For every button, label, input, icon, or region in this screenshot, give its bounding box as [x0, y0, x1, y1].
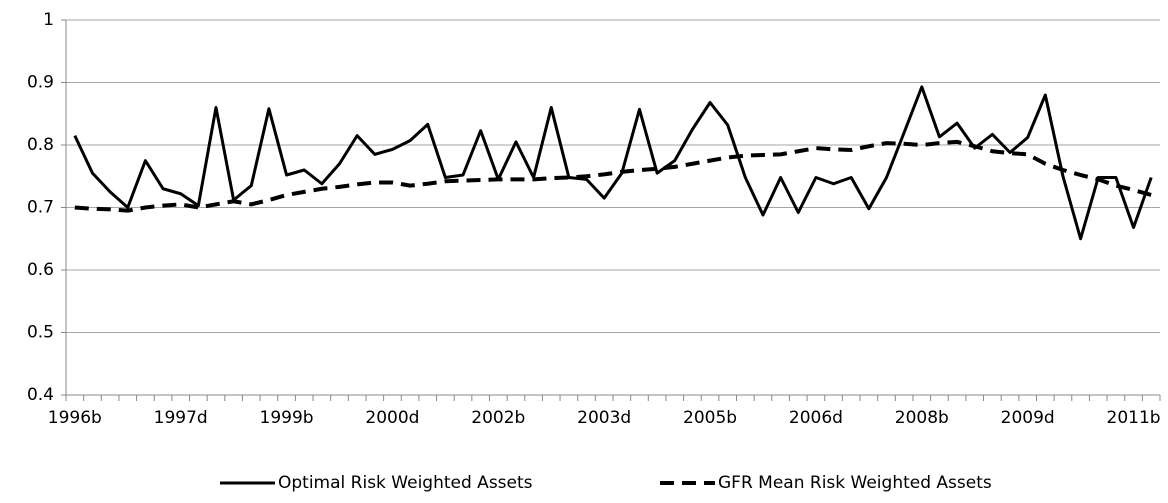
y-tick-label: 0.8	[27, 135, 54, 155]
x-tick-label: 1996b	[48, 408, 102, 428]
y-tick-label: 0.6	[27, 260, 54, 280]
y-tick-label: 0.5	[27, 323, 54, 343]
x-tick-label: 2011b	[1107, 408, 1161, 428]
line-series	[74, 139, 1152, 213]
x-tick-label: 2002b	[471, 408, 525, 428]
x-tick-label: 1997d	[154, 408, 208, 428]
legend-label: Optimal Risk Weighted Assets	[278, 473, 533, 493]
x-tick-label: 1999b	[260, 408, 314, 428]
x-tick-label: 2009d	[1001, 408, 1055, 428]
y-tick-label: 0.7	[27, 198, 54, 218]
x-tick-label: 2005b	[683, 408, 737, 428]
x-tick-label: 2003d	[577, 408, 631, 428]
x-tick-label: 2006d	[789, 408, 843, 428]
legend-label: GFR Mean Risk Weighted Assets	[718, 473, 992, 493]
line-series	[73, 85, 1153, 241]
x-tick-label: 2008b	[895, 408, 949, 428]
x-tick-label: 2000d	[365, 408, 419, 428]
y-tick-label: 0.4	[27, 385, 54, 405]
y-tick-label: 1	[43, 10, 54, 30]
y-tick-label: 0.9	[27, 73, 54, 93]
